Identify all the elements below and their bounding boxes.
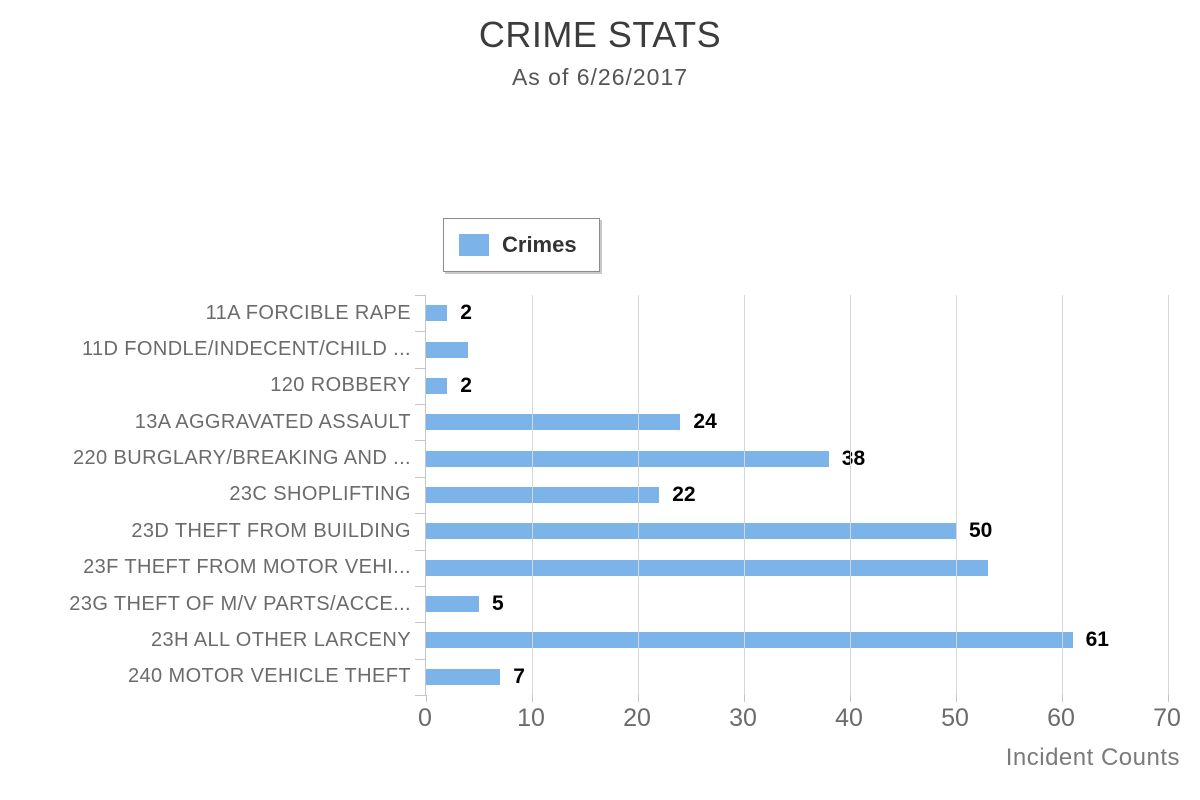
category-tick: [415, 440, 426, 442]
bar[interactable]: [426, 559, 988, 576]
category-label: 23D THEFT FROM BUILDING: [131, 519, 411, 542]
category-tick: [415, 549, 426, 551]
x-axis-labels: 0 10 20 30 40 50 60 70: [418, 704, 1181, 732]
category-label: 120 ROBBERY: [270, 374, 411, 397]
bar-row: 23H ALL OTHER LARCENY 61: [151, 622, 1168, 658]
category-tick: [415, 295, 426, 296]
bar-value-label: 2: [460, 373, 472, 397]
bar-value-label: 38: [841, 446, 866, 470]
x-tick-label: 60: [1047, 704, 1075, 732]
gridline: [532, 295, 533, 695]
x-tick-label: 0: [418, 704, 432, 732]
category-tick: [415, 404, 426, 406]
x-tick-label: 30: [729, 704, 757, 732]
category-tick: [415, 331, 426, 333]
category-label: 220 BURGLARY/BREAKING AND ...: [72, 447, 411, 470]
bar-row: 11D FONDLE/INDECENT/CHILD ...: [82, 331, 1168, 367]
bar-value-label: 7: [513, 664, 525, 688]
x-tick-label: 40: [835, 704, 863, 732]
gridline: [1168, 295, 1169, 695]
chart-title: CRIME STATS: [478, 14, 722, 55]
x-tick-label: 20: [623, 704, 651, 732]
plot-area: 11A FORCIBLE RAPE 2 11D FONDLE/INDECENT/CH…: [69, 295, 1169, 702]
bar-value-label: 24: [693, 410, 717, 434]
category-tick: [415, 513, 426, 515]
x-tick-label: 50: [941, 704, 969, 732]
category-label: 11A FORCIBLE RAPE: [205, 301, 411, 324]
category-tick: [415, 367, 426, 369]
bar-value-label: 5: [492, 592, 504, 616]
legend[interactable]: Crimes: [443, 218, 600, 272]
x-tick: [638, 695, 639, 702]
rows: 11A FORCIBLE RAPE 2 11D FONDLE/INDECENT/CH…: [69, 295, 1168, 695]
bar[interactable]: [426, 668, 501, 685]
x-tick: [426, 695, 427, 702]
category-tick: [415, 622, 426, 624]
category-tick: [415, 658, 426, 660]
legend-label: Crimes: [502, 232, 577, 257]
category-tick: [415, 476, 426, 478]
x-tick: [956, 695, 957, 702]
bar-row: 23C SHOPLIFTING 22: [229, 477, 1168, 513]
gridline: [744, 295, 745, 695]
x-tick: [850, 695, 851, 702]
x-tick-label: 70: [1153, 704, 1181, 732]
bar[interactable]: [426, 596, 479, 613]
gridline: [1062, 295, 1063, 695]
bar-row: 13A AGGRAVATED ASSAULT 24: [135, 404, 1168, 440]
category-label: 23C SHOPLIFTING: [229, 483, 411, 506]
bar[interactable]: [426, 341, 469, 358]
bar[interactable]: [426, 632, 1073, 649]
category-label: 240 MOTOR VEHICLE THEFT: [128, 665, 411, 688]
chart-subtitle: As of 6/26/2017: [511, 64, 689, 90]
bar[interactable]: [426, 305, 448, 322]
bar-row: 11A FORCIBLE RAPE 2: [206, 295, 1168, 331]
category-label: 23F THEFT FROM MOTOR VEHI...: [83, 556, 411, 579]
bar[interactable]: [426, 450, 829, 467]
bar-row: 240 MOTOR VEHICLE THEFT 7: [128, 659, 1168, 695]
x-tick: [532, 695, 533, 702]
category-tick: [415, 695, 426, 696]
bar-value-label: 61: [1085, 628, 1109, 652]
x-tick: [1062, 695, 1063, 702]
gridline: [638, 295, 639, 695]
x-tick: [1168, 695, 1169, 702]
category-label: 23H ALL OTHER LARCENY: [151, 628, 411, 651]
bar[interactable]: [426, 523, 956, 540]
gridline: [956, 295, 957, 695]
bar-row: 23D THEFT FROM BUILDING 50: [131, 513, 1168, 549]
bar-row: 23G THEFT OF M/V PARTS/ACCE... 5: [69, 586, 1168, 622]
x-axis-title: Incident Counts: [1005, 744, 1180, 771]
bar-row: 220 BURGLARY/BREAKING AND ... 38: [73, 440, 1168, 476]
bar-row: 120 ROBBERY 2: [270, 368, 1168, 404]
category-label: 13A AGGRAVATED ASSAULT: [134, 410, 411, 433]
bar[interactable]: [426, 377, 448, 394]
bar[interactable]: [426, 414, 681, 431]
bar-value-label: 50: [969, 519, 993, 543]
category-tick: [415, 585, 426, 587]
legend-swatch-icon: [459, 234, 489, 256]
category-label: 11D FONDLE/INDECENT/CHILD ...: [81, 338, 411, 361]
x-tick-label: 10: [517, 704, 545, 732]
x-tick: [744, 695, 745, 702]
category-label: 23G THEFT OF M/V PARTS/ACCE...: [69, 592, 411, 615]
bar[interactable]: [426, 486, 660, 503]
bar-value-label: 2: [460, 301, 472, 325]
bar-row: 23F THEFT FROM MOTOR VEHI...: [83, 550, 1168, 586]
bar-value-label: 22: [672, 482, 696, 506]
gridline: [850, 295, 851, 695]
